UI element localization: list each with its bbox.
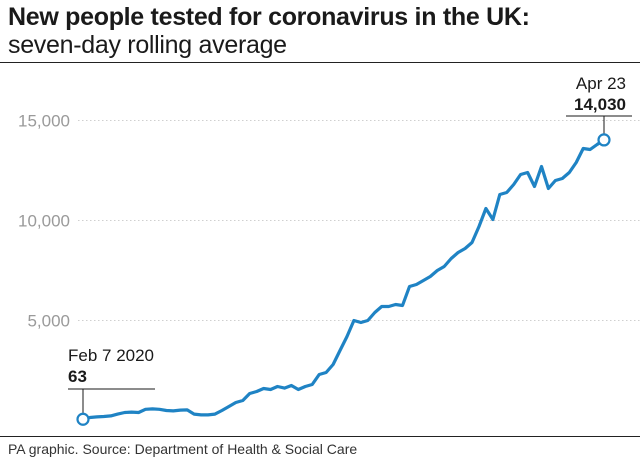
y-tick-label: 10,000 [18,212,70,231]
endpoint-markers [76,133,611,426]
start-date-label: Feb 7 2020 [68,346,154,365]
top-divider [0,62,640,63]
annotations: Feb 7 2020 63 Apr 23 14,030 [68,74,632,414]
y-tick-label: 15,000 [18,112,70,131]
start-point-marker [76,412,90,426]
start-value-label: 63 [68,367,87,386]
gridlines [78,120,640,321]
chart-subtitle: seven-day rolling average [8,31,287,59]
source-note: PA graphic. Source: Department of Health… [8,441,358,457]
end-point-marker [597,133,611,147]
end-date-label: Apr 23 [576,74,626,93]
chart-title: New people tested for coronavirus in the… [8,3,530,31]
y-axis-ticks: 5,000 10,000 15,000 [18,112,70,331]
series-line [81,138,606,421]
bottom-divider [0,436,640,437]
y-tick-label: 5,000 [27,312,70,331]
end-value-label: 14,030 [574,95,626,114]
